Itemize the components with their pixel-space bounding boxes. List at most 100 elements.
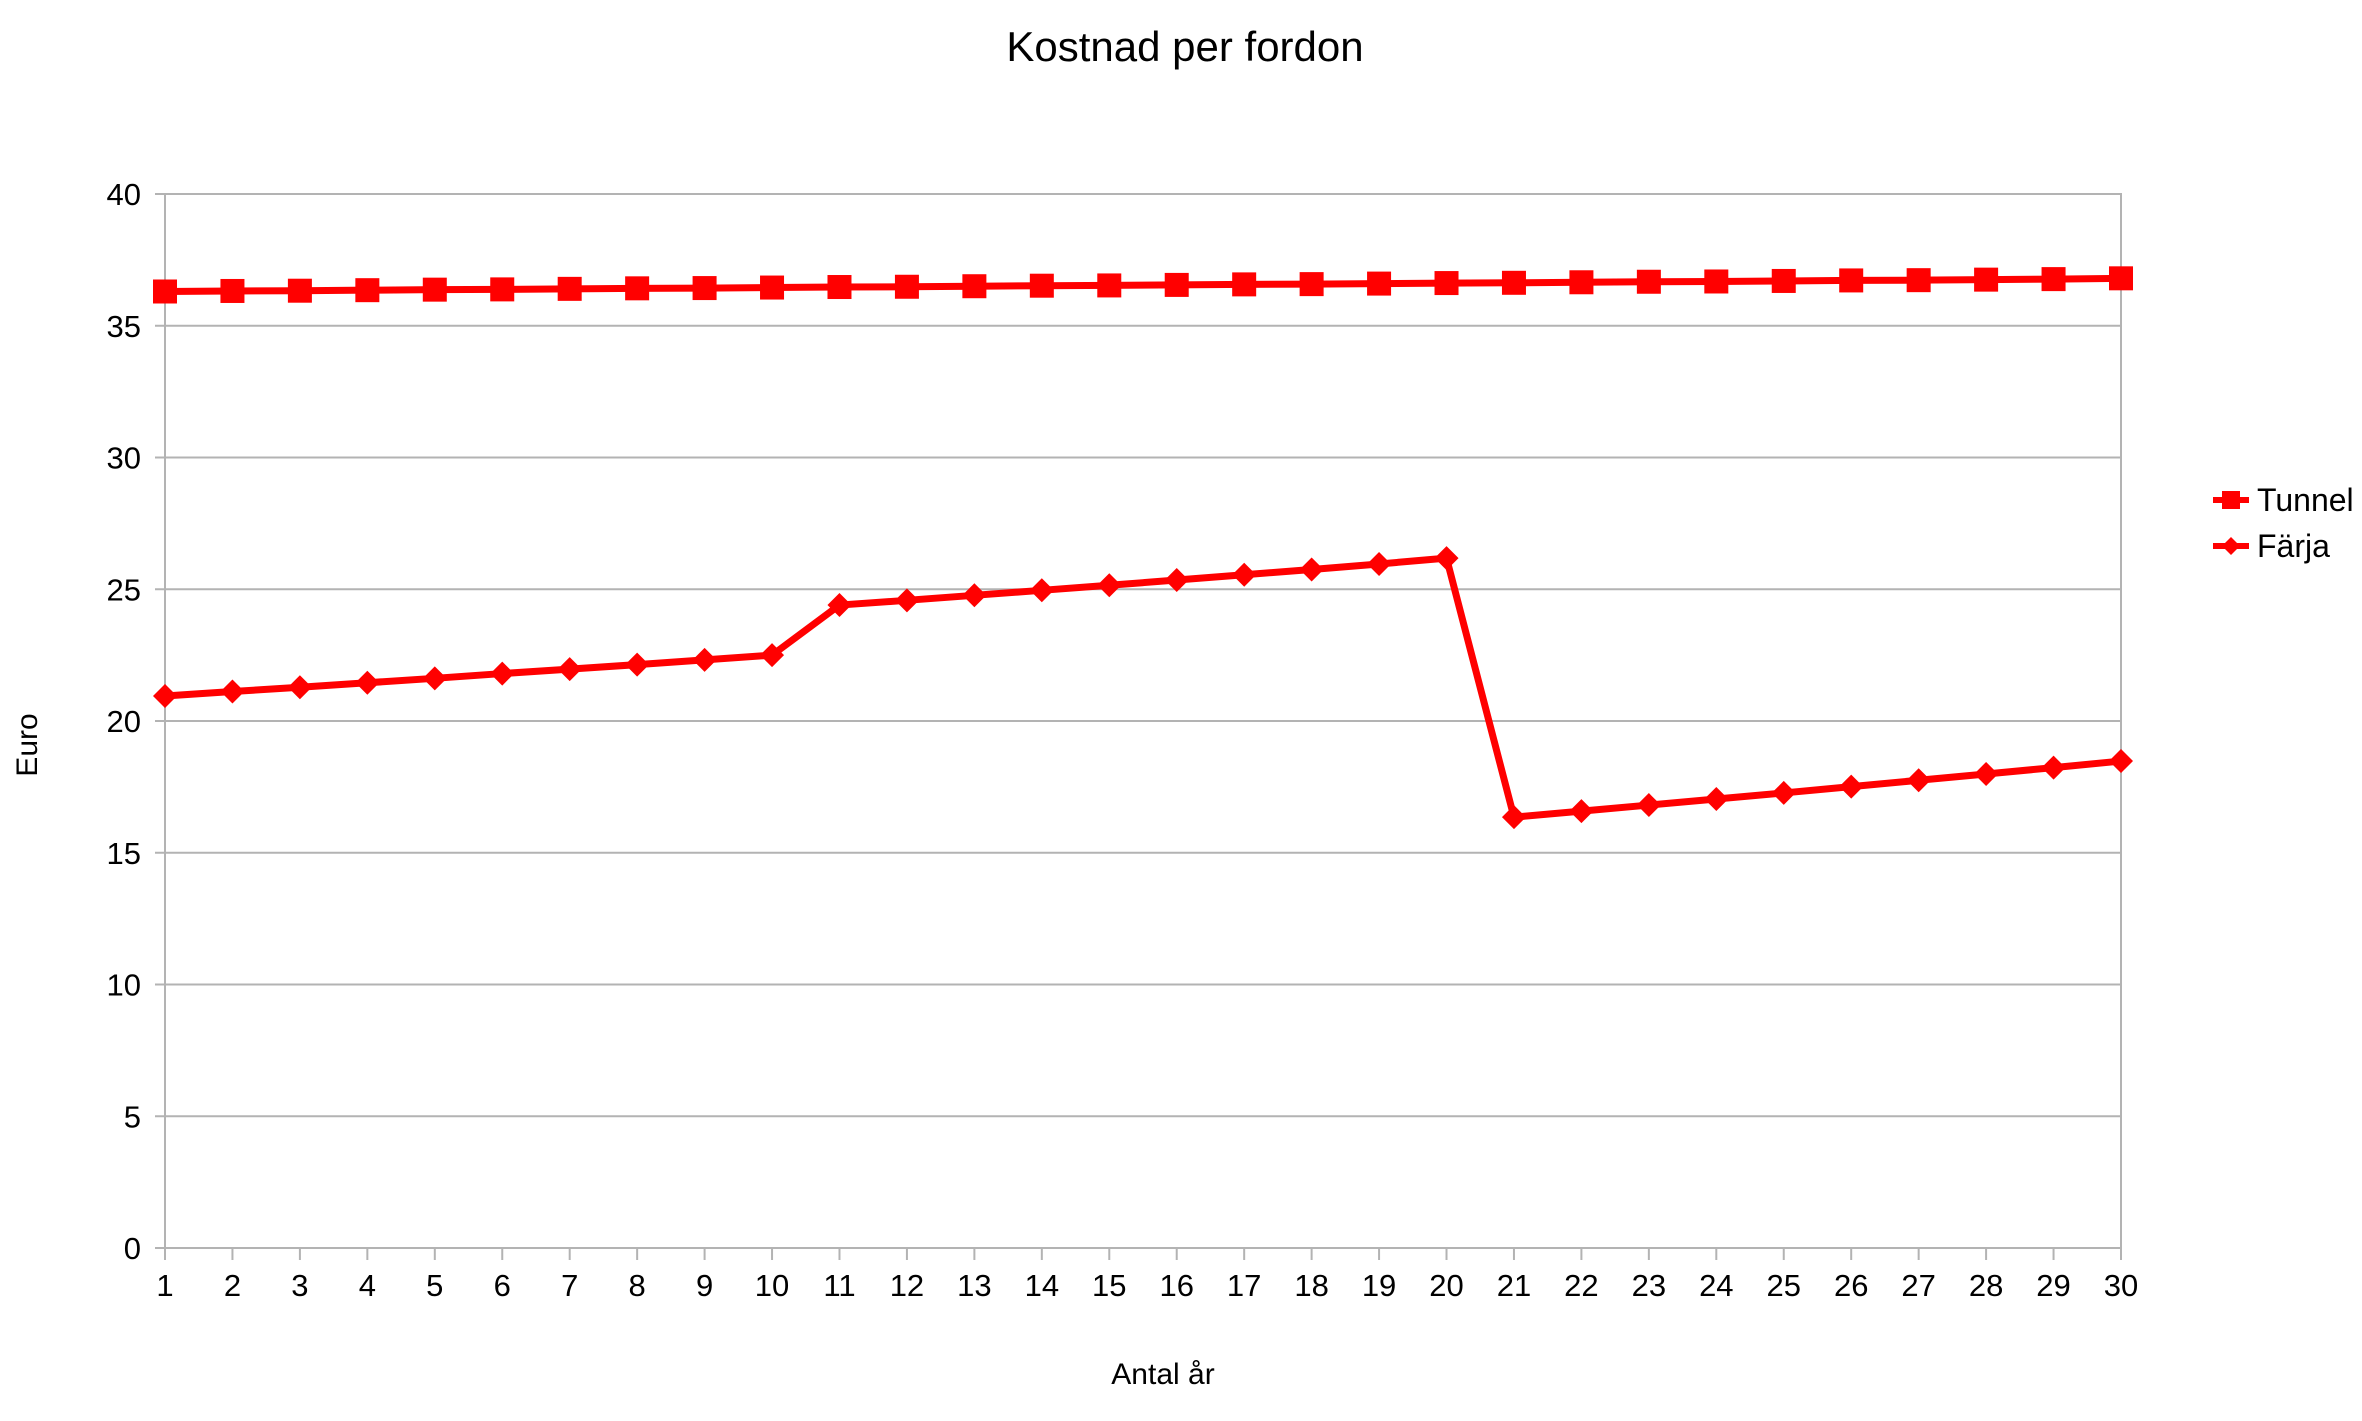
data-point-tunnel — [1636, 269, 1661, 294]
data-point-f-rja — [1029, 578, 1054, 603]
data-point-tunnel — [692, 276, 717, 301]
y-axis-ticks: 0 5 10 15 20 25 30 35 40 — [107, 177, 165, 1266]
data-point-f-rja — [1299, 557, 1324, 582]
y-tick-label: 30 — [107, 441, 141, 476]
data-point-f-rja — [287, 675, 312, 700]
data-point-tunnel — [1839, 268, 1864, 293]
x-tick-label: 24 — [1699, 1268, 1733, 1303]
data-point-tunnel — [1434, 271, 1459, 296]
data-point-tunnel — [1029, 273, 1054, 298]
x-tick-label: 18 — [1294, 1268, 1328, 1303]
data-point-tunnel — [557, 276, 582, 301]
data-point-tunnel — [1097, 273, 1122, 298]
data-point-f-rja — [625, 652, 650, 677]
data-point-f-rja — [1097, 573, 1122, 598]
x-tick-label: 1 — [156, 1268, 173, 1303]
data-point-tunnel — [2109, 266, 2133, 291]
data-point-f-rja — [220, 679, 245, 704]
data-point-tunnel — [1501, 270, 1526, 295]
data-point-tunnel — [490, 277, 515, 302]
data-point-tunnel — [894, 274, 919, 299]
data-point-tunnel — [1906, 268, 1931, 293]
x-tick-label: 23 — [1632, 1268, 1666, 1303]
x-tick-label: 14 — [1025, 1268, 1059, 1303]
data-point-tunnel — [1164, 272, 1189, 297]
data-point-f-rja — [827, 593, 852, 618]
x-tick-label: 16 — [1159, 1268, 1193, 1303]
y-tick-label: 40 — [107, 177, 141, 212]
series-tunnel — [153, 266, 2133, 304]
data-point-tunnel — [1771, 268, 1796, 293]
legend-item-tunnel: Tunnel — [2213, 482, 2354, 518]
x-tick-label: 20 — [1429, 1268, 1463, 1303]
data-point-f-rja — [1569, 799, 1594, 824]
x-tick-label: 17 — [1227, 1268, 1261, 1303]
legend-marker — [2222, 537, 2240, 555]
data-point-f-rja — [1636, 793, 1661, 818]
x-tick-label: 8 — [629, 1268, 646, 1303]
x-tick-label: 10 — [755, 1268, 789, 1303]
data-point-tunnel — [287, 278, 312, 303]
x-tick-label: 27 — [1901, 1268, 1935, 1303]
x-tick-label: 11 — [823, 1268, 855, 1303]
data-point-tunnel — [962, 274, 987, 299]
data-point-f-rja — [1974, 761, 1999, 786]
data-point-f-rja — [1434, 546, 1459, 571]
y-tick-label: 20 — [107, 704, 141, 739]
x-tick-label: 29 — [2036, 1268, 2070, 1303]
data-point-tunnel — [625, 276, 650, 301]
data-point-tunnel — [355, 278, 380, 303]
data-point-f-rja — [153, 683, 177, 708]
data-point-f-rja — [962, 583, 987, 608]
data-point-f-rja — [1164, 568, 1189, 593]
x-tick-label: 21 — [1497, 1268, 1531, 1303]
x-tick-label: 4 — [359, 1268, 376, 1303]
data-point-f-rja — [692, 647, 717, 672]
y-tick-label: 0 — [124, 1231, 141, 1266]
data-point-tunnel — [1299, 272, 1324, 297]
data-point-tunnel — [2041, 267, 2066, 292]
legend-item-f-rja: Färja — [2213, 528, 2330, 564]
legend: Tunnel Färja — [2213, 482, 2354, 564]
legend-label: Färja — [2257, 528, 2330, 564]
data-point-f-rja — [1771, 780, 1796, 805]
y-tick-label: 5 — [124, 1099, 141, 1134]
x-axis-label: Antal år — [1111, 1358, 1214, 1391]
data-point-tunnel — [760, 275, 785, 300]
legend-label: Tunnel — [2257, 482, 2354, 518]
y-tick-label: 10 — [107, 968, 141, 1003]
data-point-f-rja — [1501, 805, 1526, 830]
x-tick-label: 19 — [1362, 1268, 1396, 1303]
data-point-f-rja — [2109, 749, 2133, 774]
data-point-f-rja — [760, 643, 785, 668]
chart-title: Kostnad per fordon — [1006, 23, 1363, 70]
x-tick-label: 13 — [957, 1268, 991, 1303]
x-tick-label: 22 — [1564, 1268, 1598, 1303]
x-tick-label: 5 — [426, 1268, 443, 1303]
x-tick-label: 28 — [1969, 1268, 2003, 1303]
data-point-tunnel — [1974, 267, 1999, 292]
x-tick-label: 30 — [2104, 1268, 2138, 1303]
data-point-tunnel — [220, 278, 245, 303]
data-point-tunnel — [1232, 272, 1257, 297]
series-line-f-rja — [164, 554, 2122, 821]
y-tick-label: 15 — [107, 836, 141, 871]
data-point-tunnel — [827, 275, 852, 300]
data-point-tunnel — [1569, 270, 1594, 295]
data-point-tunnel — [422, 277, 447, 302]
data-point-tunnel — [1367, 271, 1392, 296]
data-point-f-rja — [894, 588, 919, 613]
data-point-f-rja — [2041, 755, 2066, 780]
y-axis-label: Euro — [11, 713, 44, 776]
x-tick-label: 3 — [291, 1268, 308, 1303]
series-f-rja — [153, 546, 2133, 830]
series-layer — [153, 266, 2133, 830]
data-point-f-rja — [1232, 562, 1257, 587]
x-tick-label: 6 — [494, 1268, 511, 1303]
x-tick-label: 2 — [224, 1268, 241, 1303]
x-tick-label: 12 — [890, 1268, 924, 1303]
data-point-tunnel — [1704, 269, 1729, 294]
x-tick-label: 25 — [1767, 1268, 1801, 1303]
